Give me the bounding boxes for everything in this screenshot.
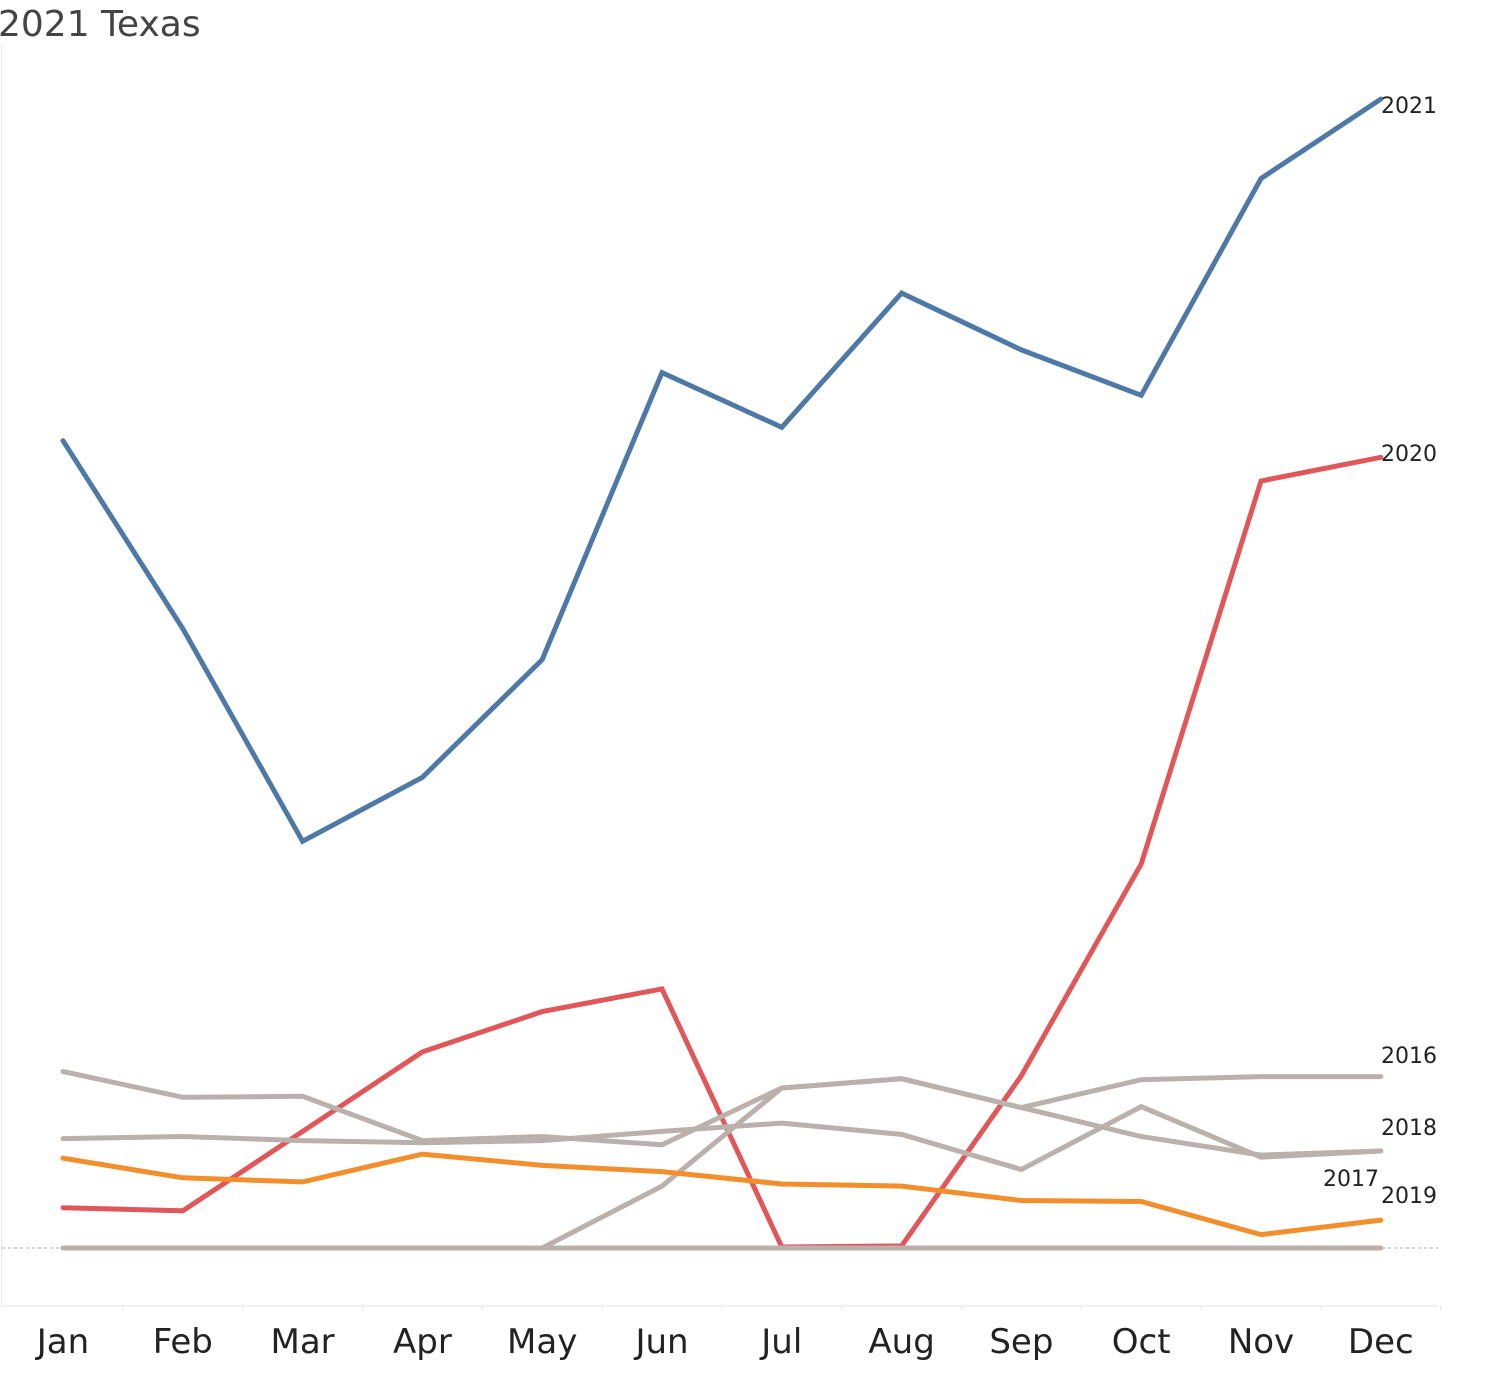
chart-title: 2021 Texas [0,4,201,45]
x-tick-apr: Apr [393,1322,452,1362]
x-tick-oct: Oct [1112,1322,1171,1362]
series-2018-line [60,1103,1384,1173]
x-tick-dec: Dec [1348,1322,1414,1362]
series-2017-line [60,1076,1384,1251]
series-label-2017: 2017 [1323,1167,1379,1192]
series-2021-line [60,96,1384,845]
series-2019 [60,1151,1384,1238]
series-2016 [60,1069,1384,1148]
x-tick-aug: Aug [868,1322,934,1362]
x-axis-ticks: Jan Feb Mar Apr May Jun Jul Aug Sep Oct Nov Dec [35,1322,1414,1362]
series-2017 [60,1076,1384,1251]
series-2021 [60,96,1384,845]
x-tick-feb: Feb [153,1322,213,1362]
series-label-2019: 2019 [1381,1184,1437,1209]
series-label-2021: 2021 [1381,94,1437,119]
series-label-2016: 2016 [1381,1044,1437,1069]
x-axis-divisions [122,1306,1442,1311]
x-tick-jul: Jul [759,1322,802,1362]
x-tick-jan: Jan [35,1322,89,1362]
series-2019-line [60,1151,1384,1238]
x-tick-mar: Mar [271,1322,335,1362]
series-2016-line [60,1069,1384,1148]
x-tick-may: May [507,1322,577,1362]
x-tick-sep: Sep [989,1322,1053,1362]
x-tick-jun: Jun [633,1322,688,1362]
series-2018 [60,1103,1384,1173]
x-tick-nov: Nov [1228,1322,1294,1362]
series-label-2018: 2018 [1381,1116,1437,1141]
series-label-2020: 2020 [1381,442,1437,467]
series-group [60,96,1384,1251]
